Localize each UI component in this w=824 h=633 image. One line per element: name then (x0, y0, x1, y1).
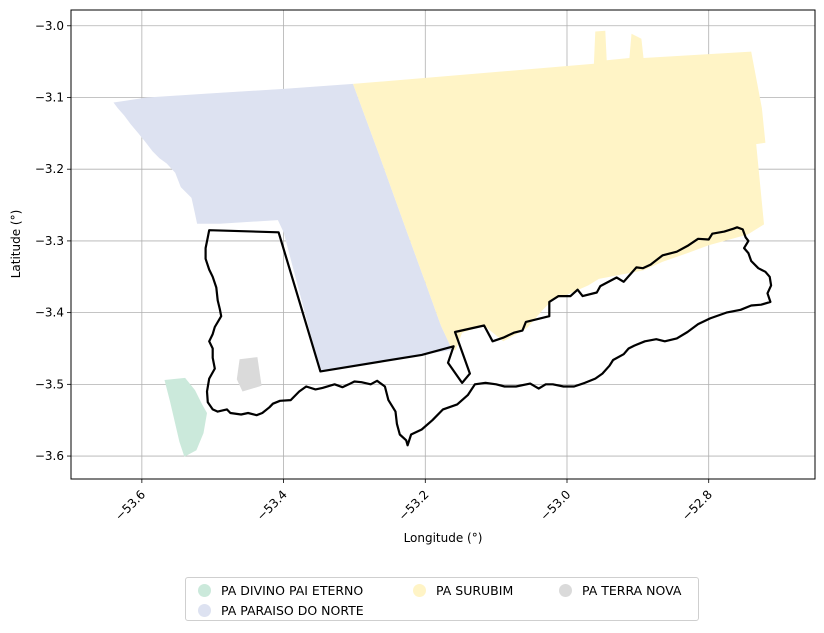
x-axis-label: Longitude (°) (404, 531, 483, 545)
y-tick-label: −3.4 (35, 306, 64, 320)
municipality-boundary (204, 226, 773, 447)
legend-marker-paraiso-do-norte (198, 604, 211, 617)
legend: PA DIVINO PAI ETERNO PA PARAISO DO NORTE… (185, 577, 699, 621)
region-pa-paraiso-do-norte (113, 83, 453, 372)
x-tick-label: −53.0 (537, 487, 573, 523)
region-layer (113, 30, 766, 457)
legend-label-terra-nova: PA TERRA NOVA (582, 583, 682, 598)
y-tick-label: −3.1 (35, 90, 64, 104)
region-pa-terra-nova (236, 357, 262, 392)
legend-marker-terra-nova (559, 584, 572, 597)
y-tick-label: −3.6 (35, 449, 64, 463)
y-tick-label: −3.3 (35, 234, 64, 248)
legend-item-terra-nova: PA TERRA NOVA (559, 583, 681, 598)
y-tick-label: −3.2 (35, 162, 64, 176)
y-tick-label: −3.0 (35, 19, 64, 33)
legend-item-surubim: PA SURUBIM (413, 583, 513, 598)
x-tick-label: −52.8 (679, 487, 715, 523)
y-axis-label: Latitude (°) (9, 210, 23, 279)
legend-label-paraiso-do-norte: PA PARAISO DO NORTE (221, 603, 364, 618)
x-tick-label: −53.2 (396, 487, 432, 523)
region-pa-surubim (353, 30, 766, 350)
legend-item-paraiso-do-norte: PA PARAISO DO NORTE (198, 603, 364, 618)
y-tick-label: −3.5 (35, 377, 64, 391)
legend-label-divino-pai-eterno: PA DIVINO PAI ETERNO (221, 583, 364, 598)
legend-item-divino-pai-eterno: PA DIVINO PAI ETERNO (198, 583, 363, 598)
plot-frame (70, 9, 816, 480)
region-pa-divino-pai-eterno (164, 377, 207, 457)
boundary-layer (204, 226, 773, 447)
legend-marker-surubim (413, 584, 426, 597)
legend-marker-divino-pai-eterno (198, 584, 211, 597)
x-tick-label: −53.6 (112, 487, 148, 523)
x-tick-label: −53.4 (254, 487, 290, 523)
legend-label-surubim: PA SURUBIM (436, 583, 514, 598)
